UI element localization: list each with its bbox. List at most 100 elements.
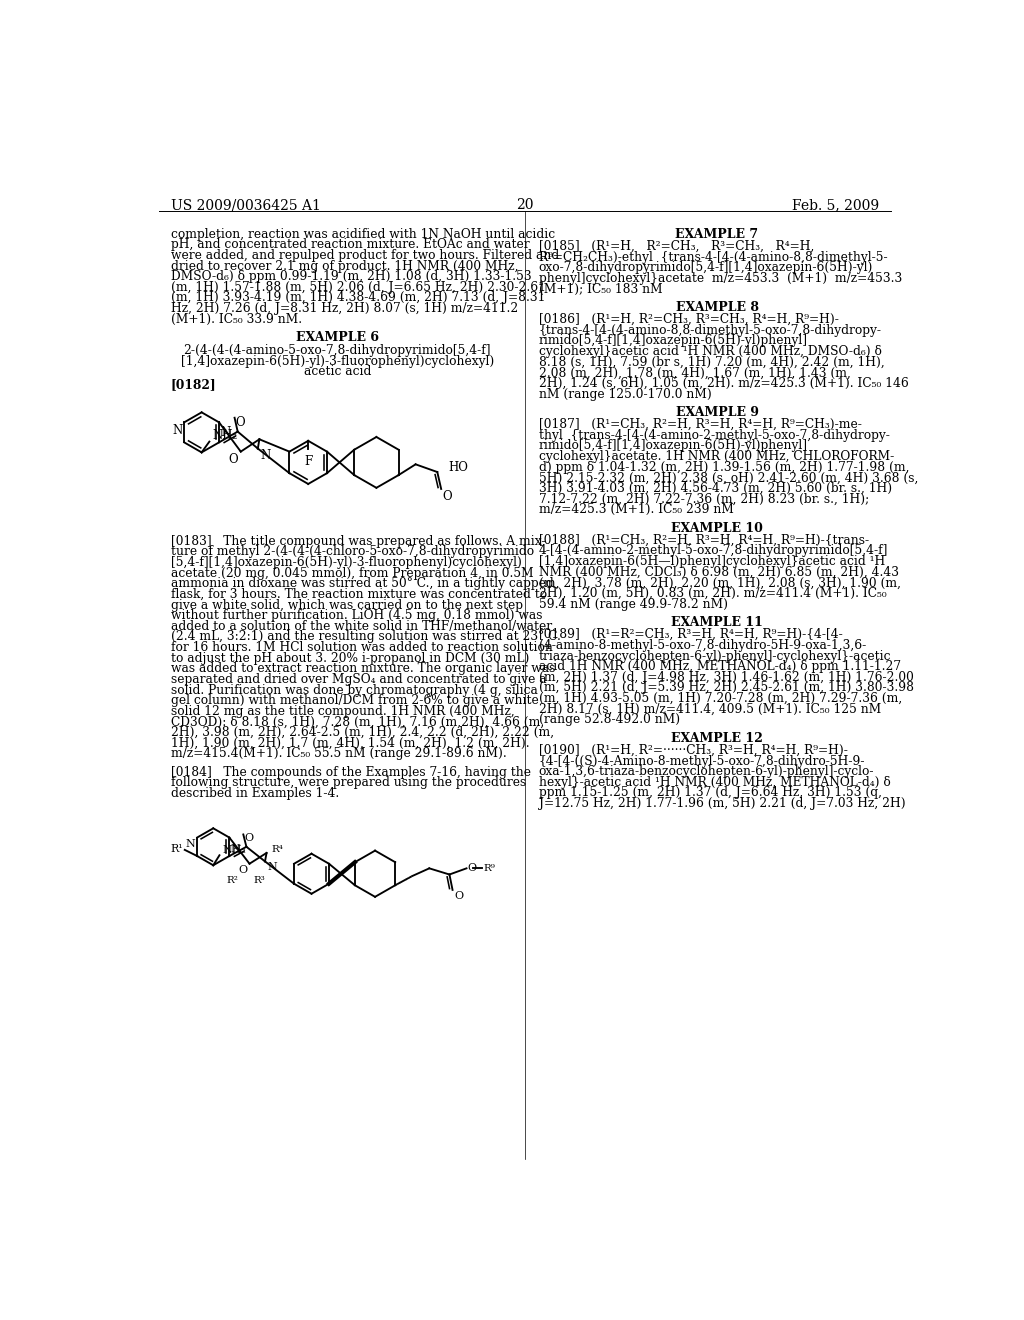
Text: 59.4 nM (range 49.9-78.2 nM): 59.4 nM (range 49.9-78.2 nM)	[539, 598, 728, 611]
Text: 2-(4-(4-(4-amino-5-oxo-7,8-dihydropyrimido[5,4-f]: 2-(4-(4-(4-amino-5-oxo-7,8-dihydropyrimi…	[183, 345, 490, 358]
Text: R⁴: R⁴	[271, 845, 283, 854]
Text: 7.12-7.22 (m, 2H) 7.22-7.36 (m, 2H) 8.23 (br. s., 1H);: 7.12-7.22 (m, 2H) 7.22-7.36 (m, 2H) 8.23…	[539, 492, 869, 506]
Text: phenyl]cyclohexyl}acetate  m/z=453.3  (M+1)  m/z=453.3: phenyl]cyclohexyl}acetate m/z=453.3 (M+1…	[539, 272, 902, 285]
Text: thyl  {trans-4-[4-(4-amino-2-methyl-5-oxo-7,8-dihydropy-: thyl {trans-4-[4-(4-amino-2-methyl-5-oxo…	[539, 429, 890, 442]
Text: described in Examples 1-4.: described in Examples 1-4.	[171, 787, 339, 800]
Text: acid 1H NMR (400 MHz, METHANOL-d₄) δ ppm 1.11-1.27: acid 1H NMR (400 MHz, METHANOL-d₄) δ ppm…	[539, 660, 901, 673]
Text: O: O	[236, 416, 245, 429]
Text: (M+1); IC₅₀ 183 nM: (M+1); IC₅₀ 183 nM	[539, 282, 663, 296]
Text: without further purification. LiOH (4.5 mg, 0.18 mmol) was: without further purification. LiOH (4.5 …	[171, 609, 542, 622]
Text: EXAMPLE 9: EXAMPLE 9	[676, 405, 759, 418]
Text: Hz, 2H) 7.26 (d, J=8.31 Hz, 2H) 8.07 (s, 1H) m/z=411.2: Hz, 2H) 7.26 (d, J=8.31 Hz, 2H) 8.07 (s,…	[171, 302, 518, 315]
Text: 1H), 1.90 (m, 2H), 1.7 (m, 4H), 1.54 (m, 2H), 1.2 (m, 2H).: 1H), 1.90 (m, 2H), 1.7 (m, 4H), 1.54 (m,…	[171, 737, 529, 750]
Text: EXAMPLE 12: EXAMPLE 12	[671, 731, 763, 744]
Text: following structure, were prepared using the procedures: following structure, were prepared using…	[171, 776, 526, 789]
Text: nM (range 125.0-170.0 nM): nM (range 125.0-170.0 nM)	[539, 388, 712, 400]
Text: NH₂: NH₂	[222, 845, 247, 855]
Text: [0189]   (R¹=R²=CH₃, R³=H, R⁴=H, R⁹=H)-{4-[4-: [0189] (R¹=R²=CH₃, R³=H, R⁴=H, R⁹=H)-{4-…	[539, 628, 843, 642]
Text: 2H) 8.17 (s, 1H) m/z=411.4, 409.5 (M+1). IC₅₀ 125 nM: 2H) 8.17 (s, 1H) m/z=411.4, 409.5 (M+1).…	[539, 702, 881, 715]
Text: N: N	[230, 843, 241, 854]
Text: [0190]   (R¹=H, R²=······CH₃, R³=H, R⁴=H, R⁹=H)-: [0190] (R¹=H, R²=······CH₃, R³=H, R⁴=H, …	[539, 744, 848, 756]
Text: EXAMPLE 10: EXAMPLE 10	[671, 521, 763, 535]
Text: separated and dried over MgSO₄ and concentrated to give a: separated and dried over MgSO₄ and conce…	[171, 673, 546, 686]
Text: J=12.75 Hz, 2H) 1.77-1.96 (m, 5H) 2.21 (d, J=7.03 Hz, 2H): J=12.75 Hz, 2H) 1.77-1.96 (m, 5H) 2.21 (…	[539, 797, 905, 810]
Text: [0183]   The title compound was prepared as follows. A mix-: [0183] The title compound was prepared a…	[171, 535, 545, 548]
Text: EXAMPLE 8: EXAMPLE 8	[676, 301, 759, 314]
Text: rimido[5,4-f][1,4]oxazepin-6(5H)-yl)phenyl]: rimido[5,4-f][1,4]oxazepin-6(5H)-yl)phen…	[539, 334, 808, 347]
Text: to adjust the pH about 3. 20% i-propanol in DCM (30 mL): to adjust the pH about 3. 20% i-propanol…	[171, 652, 529, 665]
Text: [0186]   (R¹=H, R²=CH₃, R³=CH₃, R⁴=H, R⁹=H)-: [0186] (R¹=H, R²=CH₃, R³=CH₃, R⁴=H, R⁹=H…	[539, 313, 839, 326]
Text: solid 12 mg as the title compound. 1H NMR (400 MHz,: solid 12 mg as the title compound. 1H NM…	[171, 705, 514, 718]
Text: (m, 1H) 4.93-5.05 (m, 1H) 7.20-7.28 (m, 2H) 7.29-7.36 (m,: (m, 1H) 4.93-5.05 (m, 1H) 7.20-7.28 (m, …	[539, 692, 902, 705]
Text: m/z=415.4(M+1). IC₅₀ 55.5 nM (range 29.1-89.6 nM).: m/z=415.4(M+1). IC₅₀ 55.5 nM (range 29.1…	[171, 747, 507, 760]
Text: CD3OD): δ 8.18 (s, 1H), 7.28 (m, 1H), 7.16 (m,2H), 4.66 (m,: CD3OD): δ 8.18 (s, 1H), 7.28 (m, 1H), 7.…	[171, 715, 544, 729]
Text: [0184]   The compounds of the Examples 7-16, having the: [0184] The compounds of the Examples 7-1…	[171, 766, 530, 779]
Text: N: N	[185, 840, 196, 849]
Text: ammonia in dioxane was stirred at 50° C., in a tightly capped: ammonia in dioxane was stirred at 50° C.…	[171, 577, 553, 590]
Text: rimido[5,4-f][1,4]oxazepin-6(5H)-yl)phenyl]: rimido[5,4-f][1,4]oxazepin-6(5H)-yl)phen…	[539, 440, 808, 453]
Text: acetate (20 mg, 0.045 mmol), from Preparation 4, in 0.5M: acetate (20 mg, 0.045 mmol), from Prepar…	[171, 566, 534, 579]
Text: [0182]: [0182]	[171, 378, 216, 391]
Text: O: O	[228, 453, 239, 466]
Text: 5H) 2.15-2.32 (m, 2H) 2.38 (s, oH) 2.41-2.60 (m, 4H) 3.68 (s,: 5H) 2.15-2.32 (m, 2H) 2.38 (s, oH) 2.41-…	[539, 471, 919, 484]
Text: pH, and concentrated reaction mixture. EtOAc and water: pH, and concentrated reaction mixture. E…	[171, 239, 529, 251]
Text: [1,4]oxazepin-6(5H—l)phenyl]cyclohexyl}acetic acid ¹H: [1,4]oxazepin-6(5H—l)phenyl]cyclohexyl}a…	[539, 556, 885, 568]
Text: cyclohexyl}acetic acid ¹H NMR (400 MHz, DMSO-d₆) δ: cyclohexyl}acetic acid ¹H NMR (400 MHz, …	[539, 345, 882, 358]
Text: (M+1). IC₅₀ 33.9 nM.: (M+1). IC₅₀ 33.9 nM.	[171, 313, 302, 326]
Text: N: N	[220, 426, 230, 440]
Text: ture of methyl 2-(4-(4-(4-chloro-5-oxo-7,8-dihydropyrimido: ture of methyl 2-(4-(4-(4-chloro-5-oxo-7…	[171, 545, 534, 558]
Text: gel column) with methanol/DCM from 2-6% to give a white: gel column) with methanol/DCM from 2-6% …	[171, 694, 539, 708]
Text: added to a solution of the white solid in THF/methanol/water: added to a solution of the white solid i…	[171, 620, 552, 632]
Text: 2H), 3.98 (m, 2H), 2.64-2.5 (m, 1H), 2.4, 2.2 (d, 2H), 2.22 (m,: 2H), 3.98 (m, 2H), 2.64-2.5 (m, 1H), 2.4…	[171, 726, 554, 739]
Text: (range 52.8-492.0 nM): (range 52.8-492.0 nM)	[539, 713, 680, 726]
Text: 8.18 (s, 1H), 7.59 (br s, 1H) 7.20 (m, 4H), 2.42 (m, 1H),: 8.18 (s, 1H), 7.59 (br s, 1H) 7.20 (m, 4…	[539, 355, 885, 368]
Text: (m, 1H) 1.57-1.88 (m, 5H) 2.06 (d, J=6.65 Hz, 2H) 2.30-2.61: (m, 1H) 1.57-1.88 (m, 5H) 2.06 (d, J=6.6…	[171, 281, 546, 294]
Text: 2.08 (m, 2H), 1.78 (m, 4H), 1.67 (m, 1H), 1.43 (m,: 2.08 (m, 2H), 1.78 (m, 4H), 1.67 (m, 1H)…	[539, 367, 851, 379]
Text: O: O	[238, 865, 247, 875]
Text: acetic acid: acetic acid	[303, 366, 371, 379]
Text: {trans-4-[4-(4-amino-8,8-dimethyl-5-oxo-7,8-dihydropy-: {trans-4-[4-(4-amino-8,8-dimethyl-5-oxo-…	[539, 323, 882, 337]
Text: {4-[4-((S)-4-Amino-8-methyl-5-oxo-7,8-dihydro-5H-9-: {4-[4-((S)-4-Amino-8-methyl-5-oxo-7,8-di…	[539, 755, 865, 767]
Text: F: F	[304, 454, 312, 467]
Text: hexyl}-acetic acid ¹H NMR (400 MHz, METHANOL-d₄) δ: hexyl}-acetic acid ¹H NMR (400 MHz, METH…	[539, 776, 891, 789]
Text: [0187]   (R¹=CH₃, R²=H, R³=H, R⁴=H, R⁹=CH₃)-me-: [0187] (R¹=CH₃, R²=H, R³=H, R⁴=H, R⁹=CH₃…	[539, 418, 861, 432]
Text: US 2009/0036425 A1: US 2009/0036425 A1	[171, 198, 321, 213]
Text: R³: R³	[253, 876, 265, 884]
Text: (2.4 mL, 3:2:1) and the resulting solution was stirred at 23° C.: (2.4 mL, 3:2:1) and the resulting soluti…	[171, 631, 560, 643]
Text: [5,4-f][1,4]oxazepin-6(5H)-yl)-3-fluorophenyl)cyclohexyl): [5,4-f][1,4]oxazepin-6(5H)-yl)-3-fluorop…	[171, 556, 521, 569]
Text: O: O	[454, 891, 463, 902]
Text: EXAMPLE 6: EXAMPLE 6	[296, 331, 379, 345]
Text: EXAMPLE 11: EXAMPLE 11	[671, 616, 763, 628]
Text: oxa-1,3,6-triaza-benzocyclohepten-6-yl)-phenyl]-cyclo-: oxa-1,3,6-triaza-benzocyclohepten-6-yl)-…	[539, 766, 874, 779]
Text: O: O	[244, 833, 253, 843]
Text: (4-amino-8-methyl-5-oxo-7,8-dihydro-5H-9-oxa-1,3,6-: (4-amino-8-methyl-5-oxo-7,8-dihydro-5H-9…	[539, 639, 866, 652]
Text: (m, 5H) 2.21 (d, J=5.39 Hz, 2H) 2.45-2.61 (m, 1H) 3.80-3.98: (m, 5H) 2.21 (d, J=5.39 Hz, 2H) 2.45-2.6…	[539, 681, 913, 694]
Text: N: N	[267, 862, 278, 873]
Text: (m, 2H), 3.78 (m, 2H), 2.20 (m, 1H), 2.08 (s, 3H), 1.90 (m,: (m, 2H), 3.78 (m, 2H), 2.20 (m, 1H), 2.0…	[539, 577, 901, 589]
Text: was added to extract reaction mixture. The organic layer was: was added to extract reaction mixture. T…	[171, 663, 555, 676]
Text: were added, and repulped product for two hours. Filtered and: were added, and repulped product for two…	[171, 249, 559, 261]
Text: DMSO-d₆) δ ppm 0.99-1.19 (m, 2H) 1.08 (d, 3H) 1.33-1.53: DMSO-d₆) δ ppm 0.99-1.19 (m, 2H) 1.08 (d…	[171, 271, 531, 284]
Text: N: N	[260, 449, 270, 462]
Text: (m, 2H) 1.37 (d, J=4.98 Hz, 3H) 1.46-1.62 (m, 1H) 1.76-2.00: (m, 2H) 1.37 (d, J=4.98 Hz, 3H) 1.46-1.6…	[539, 671, 913, 684]
Text: ppm 1.15-1.25 (m, 2H) 1.37 (d, J=6.64 Hz, 3H) 1.53 (q,: ppm 1.15-1.25 (m, 2H) 1.37 (d, J=6.64 Hz…	[539, 787, 882, 800]
Text: 3H) 3.91-4.03 (m, 2H) 4.56-4.73 (m, 2H) 5.60 (br. s., 1H): 3H) 3.91-4.03 (m, 2H) 4.56-4.73 (m, 2H) …	[539, 482, 892, 495]
Text: 20: 20	[516, 198, 534, 213]
Text: [0188]   (R¹=CH₃, R²=H, R³=H, R⁴=H, R⁹=H)-{trans-: [0188] (R¹=CH₃, R²=H, R³=H, R⁴=H, R⁹=H)-…	[539, 533, 869, 546]
Text: NMR (400 MHz, CDCl₃) δ 6.98 (m, 2H) 6.85 (m, 2H), 4.43: NMR (400 MHz, CDCl₃) δ 6.98 (m, 2H) 6.85…	[539, 566, 899, 578]
Text: [0185]   (R¹=H,   R²=CH₃,   R³=CH₃,   R⁴=H,: [0185] (R¹=H, R²=CH₃, R³=CH₃, R⁴=H,	[539, 240, 814, 253]
Text: 2H), 1.20 (m, 5H), 0.83 (m, 2H). m/z=411.4 (M+1). IC₅₀: 2H), 1.20 (m, 5H), 0.83 (m, 2H). m/z=411…	[539, 587, 887, 601]
Text: (m, 1H) 3.93-4.19 (m, 1H) 4.38-4.69 (m, 2H) 7.13 (d, J=8.31: (m, 1H) 3.93-4.19 (m, 1H) 4.38-4.69 (m, …	[171, 292, 545, 305]
Text: O: O	[467, 863, 476, 874]
Text: EXAMPLE 7: EXAMPLE 7	[676, 227, 759, 240]
Text: oxo-7,8-dihydropyrimido[5,4-f][1,4]oxazepin-6(5H)-yl): oxo-7,8-dihydropyrimido[5,4-f][1,4]oxaze…	[539, 261, 873, 275]
Text: m/z=425.3 (M+1). IC₅₀ 239 nM: m/z=425.3 (M+1). IC₅₀ 239 nM	[539, 503, 733, 516]
Text: for 16 hours. 1M HCl solution was added to reaction solution: for 16 hours. 1M HCl solution was added …	[171, 642, 553, 653]
Text: R¹: R¹	[171, 843, 183, 854]
Text: Feb. 5, 2009: Feb. 5, 2009	[792, 198, 879, 213]
Text: 4-[4-(4-amino-2-methyl-5-oxo-7,8-dihydropyrimido[5,4-f]: 4-[4-(4-amino-2-methyl-5-oxo-7,8-dihydro…	[539, 544, 888, 557]
Text: triaza-benzocyclohepten-6-yl)-phenyl]-cyclohexyl}-acetic: triaza-benzocyclohepten-6-yl)-phenyl]-cy…	[539, 649, 891, 663]
Text: R²: R²	[226, 876, 239, 884]
Text: cyclohexyl}acetate. 1H NMR (400 MHz, CHLOROFORM-: cyclohexyl}acetate. 1H NMR (400 MHz, CHL…	[539, 450, 894, 463]
Text: 2H), 1.24 (s, 6H), 1.05 (m, 2H). m/z=425.3 (M+1). IC₅₀ 146: 2H), 1.24 (s, 6H), 1.05 (m, 2H). m/z=425…	[539, 378, 908, 389]
